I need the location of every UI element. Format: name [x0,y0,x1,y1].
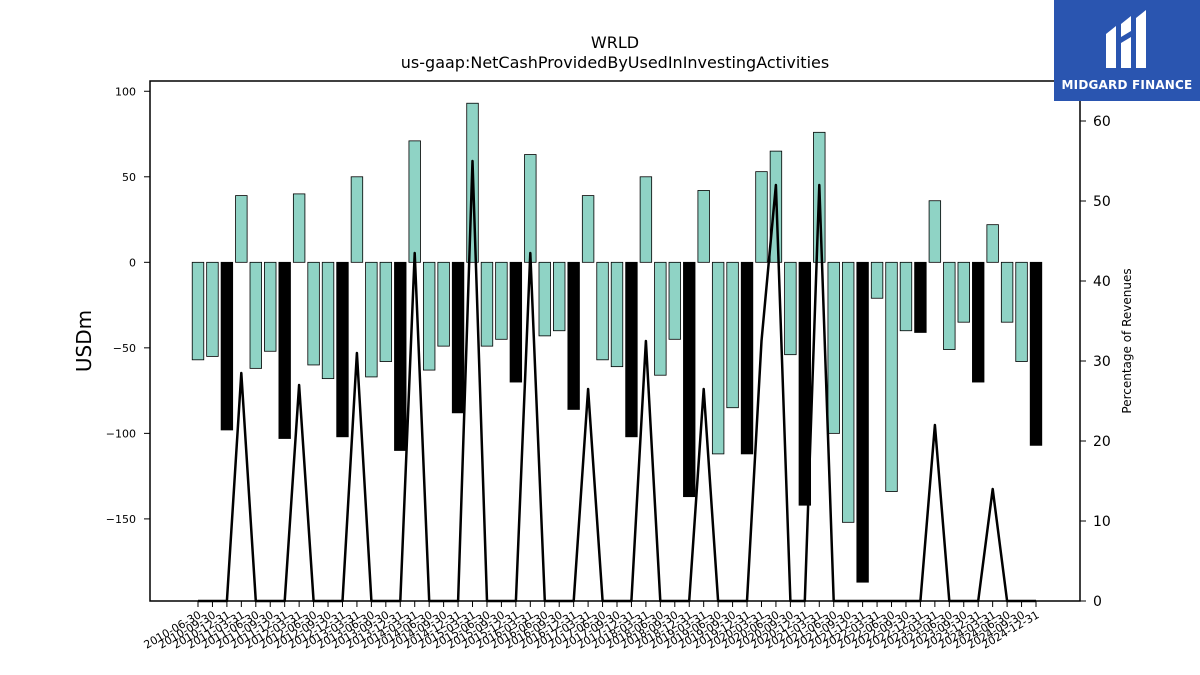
bar-2018-06-30 [654,261,667,376]
bars-group [191,102,1043,583]
bar-2014-12-31 [451,261,465,414]
bar-2018-12-31 [683,261,696,498]
bar-2013-06-30 [365,261,378,378]
bar-2014-06-30 [422,261,436,371]
y-tick-label: 50 [122,171,136,184]
x-axis: 2010-06-302010-09-302010-12-312011-03-31… [142,601,1042,652]
bar-2018-09-30 [668,261,681,340]
bar-2014-09-30 [437,261,450,347]
y-tick-label: −50 [113,342,136,355]
bar-2022-03-31 [870,261,884,299]
chart-title: WRLD [591,33,639,52]
bar-2023-06-30 [943,261,956,350]
bar-2023-09-30 [957,261,970,323]
bar-2010-09-30 [206,261,219,357]
bar-2019-12-31 [740,261,754,455]
bar-2015-12-31 [509,261,523,383]
plot-frame [149,80,1081,602]
y2-tick-label: 50 [1093,194,1111,210]
left-y-axis: 100 50 0 −50 −100 −150 [106,85,150,526]
bar-2024-06-30 [1000,261,1014,323]
chart-subtitle: us-gaap:NetCashProvidedByUsedInInvesting… [401,53,829,72]
bar-2022-06-30 [885,261,898,492]
y2-tick-label: 60 [1093,114,1111,130]
y2-tick-label: 0 [1093,594,1102,610]
bar-2011-09-30 [264,261,277,352]
bar-2016-09-30 [553,261,566,332]
bar-2021-06-30 [827,261,840,434]
bar-2016-03-31 [524,154,537,263]
percentage-line-group [198,159,1036,603]
bar-2024-12-31 [1029,261,1043,446]
bar-2010-06-30 [191,261,205,361]
bar-2013-12-31 [394,261,407,451]
y2-tick-label: 30 [1093,354,1111,370]
bar-2022-12-31 [914,261,927,333]
bar-2021-12-31 [856,261,869,583]
right-y-axis: 0 10 20 30 40 50 60 [1080,114,1111,610]
bar-2013-09-30 [379,261,393,362]
bar-2024-09-30 [1015,261,1028,362]
y2-tick-label: 40 [1093,274,1111,290]
bar-2018-03-31 [639,176,653,263]
bar-2016-06-30 [538,261,551,337]
bar-2020-03-31 [755,171,768,263]
y2-axis-label: Percentage of Revenues [1120,268,1134,413]
bar-2023-12-31 [972,261,985,383]
logo-text: MIDGARD FINANCE [1061,77,1193,92]
midgard-finance-logo: MIDGARD FINANCE [1054,0,1200,101]
y-tick-label: −150 [106,513,136,526]
bar-2012-03-31 [292,193,306,263]
y2-tick-label: 10 [1093,514,1111,530]
bar-2019-03-31 [697,190,710,263]
bar-2012-09-30 [321,261,335,380]
bar-2019-09-30 [726,261,739,409]
bar-2016-12-31 [567,261,580,410]
bar-2021-09-30 [841,261,855,523]
y-tick-label: −100 [106,427,136,440]
bar-2015-09-30 [495,261,508,340]
y-tick-label: 100 [115,85,136,98]
bar-2017-03-31 [581,195,595,263]
bar-2010-12-31 [220,261,234,431]
bar-2014-03-31 [408,140,421,263]
bar-2012-06-30 [307,261,320,366]
y-axis-label: USDm [72,310,96,372]
bar-2020-09-30 [784,261,797,356]
bar-2015-06-30 [480,261,494,347]
bar-2012-12-31 [336,261,349,438]
y2-tick-label: 20 [1093,434,1111,450]
bar-2011-06-30 [249,261,262,369]
bar-2019-06-30 [711,261,725,455]
bar-2017-09-30 [610,261,624,368]
bar-2011-03-31 [235,195,248,263]
bar-2020-12-31 [798,261,812,506]
bar-2022-09-30 [899,261,913,332]
bar-2017-12-31 [625,261,638,438]
y-tick-label: 0 [129,256,136,269]
midgard-m-logo-icon [1106,9,1146,68]
bar-2024-03-31 [986,224,999,263]
bar-2017-06-30 [596,261,609,361]
bar-2013-03-31 [350,176,364,263]
bar-2023-03-31 [928,200,942,263]
bar-2011-12-31 [278,261,291,439]
percentage-of-revenues-line [198,159,1036,603]
